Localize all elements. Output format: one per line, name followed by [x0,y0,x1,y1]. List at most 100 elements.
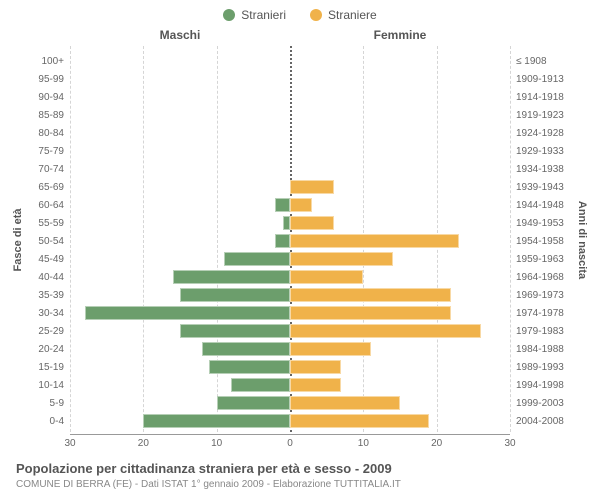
female-swatch [310,9,322,21]
x-tick: 30 [64,438,75,449]
age-label: 5-9 [20,398,70,409]
year-label: 2004-2008 [510,416,580,427]
year-label: 1994-1998 [510,380,580,391]
year-label: 1914-1918 [510,92,580,103]
female-bar [290,378,341,392]
bar-left-side [70,234,290,248]
bar-right-side [290,414,510,428]
female-bar [290,360,341,374]
x-axis-right: 102030 [290,435,510,451]
bar-pair [70,72,510,86]
chart-row: 60-64 1944-1948 [20,196,580,214]
x-tick: 20 [431,438,442,449]
chart-row: 70-741934-1938 [20,160,580,178]
age-label: 55-59 [20,218,70,229]
caption-subtitle: COMUNE DI BERRA (FE) - Dati ISTAT 1° gen… [16,478,584,491]
bar-pair [70,180,510,194]
bar-right-side [290,360,510,374]
year-label: 1944-1948 [510,200,580,211]
legend-male-label: Stranieri [241,8,286,22]
bar-right-side [290,108,510,122]
male-bar [85,306,290,320]
age-label: 40-44 [20,272,70,283]
pyramid-chart: Maschi Femmine Fasce di età Anni di nasc… [20,28,580,451]
chart-row: 95-991909-1913 [20,70,580,88]
male-bar [217,396,290,410]
chart-row: 20-241984-1988 [20,340,580,358]
female-bar [290,180,334,194]
chart-rows: 100+≤ 190895-991909-191390-941914-191885… [20,46,580,432]
bar-pair [70,162,510,176]
caption: Popolazione per cittadinanza straniera p… [0,451,600,491]
bar-left-side [70,162,290,176]
age-label: 35-39 [20,290,70,301]
female-bar [290,252,393,266]
legend-female: Straniere [310,8,377,22]
legend-female-label: Straniere [328,8,377,22]
bar-right-side [290,162,510,176]
bar-left-side [70,306,290,320]
bar-left-side [70,72,290,86]
chart-row: 30-341974-1978 [20,304,580,322]
male-bar [275,198,290,212]
bar-left-side [70,414,290,428]
bar-left-side [70,126,290,140]
male-bar [173,270,290,284]
year-label: 1969-1973 [510,290,580,301]
bar-right-side [290,234,510,248]
chart-row: 0-42004-2008 [20,412,580,430]
age-label: 15-19 [20,362,70,373]
year-label: 1924-1928 [510,128,580,139]
bar-pair [70,54,510,68]
age-label: 70-74 [20,164,70,175]
chart-row: 65-691939-1943 [20,178,580,196]
bar-left-side [70,324,290,338]
male-bar [202,342,290,356]
male-bar [143,414,290,428]
bar-left-side [70,342,290,356]
x-axis: 0102030 102030 [70,434,510,451]
chart-row: 25-291979-1983 [20,322,580,340]
age-label: 50-54 [20,236,70,247]
female-bar [290,324,481,338]
bar-right-side [290,396,510,410]
chart-row: 40-441964-1968 [20,268,580,286]
age-label: 90-94 [20,92,70,103]
year-label: ≤ 1908 [510,56,580,67]
year-label: 1929-1933 [510,146,580,157]
bar-pair [70,234,510,248]
female-bar [290,414,429,428]
chart-row: 50-541954-1958 [20,232,580,250]
bar-right-side [290,324,510,338]
chart-row: 80-84 1924-1928 [20,124,580,142]
chart-row: 85-891919-1923 [20,106,580,124]
bar-right-side [290,378,510,392]
female-bar [290,306,451,320]
female-bar [290,342,371,356]
year-label: 1989-1993 [510,362,580,373]
bar-pair [70,216,510,230]
year-label: 1909-1913 [510,74,580,85]
bar-right-side [290,54,510,68]
age-label: 80-84 [20,128,70,139]
chart-row: 35-39 1969-1973 [20,286,580,304]
x-tick: 10 [211,438,222,449]
bar-pair [70,198,510,212]
year-label: 1919-1923 [510,110,580,121]
header-right: Femmine [290,28,510,42]
bar-pair [70,378,510,392]
age-label: 60-64 [20,200,70,211]
age-label: 10-14 [20,380,70,391]
chart-row: 55-591949-1953 [20,214,580,232]
year-label: 1939-1943 [510,182,580,193]
age-label: 30-34 [20,308,70,319]
male-bar [209,360,290,374]
bar-left-side [70,198,290,212]
bar-right-side [290,180,510,194]
female-bar [290,234,459,248]
bar-pair [70,396,510,410]
age-label: 20-24 [20,344,70,355]
legend: Stranieri Straniere [0,0,600,28]
bar-right-side [290,126,510,140]
x-tick: 20 [138,438,149,449]
